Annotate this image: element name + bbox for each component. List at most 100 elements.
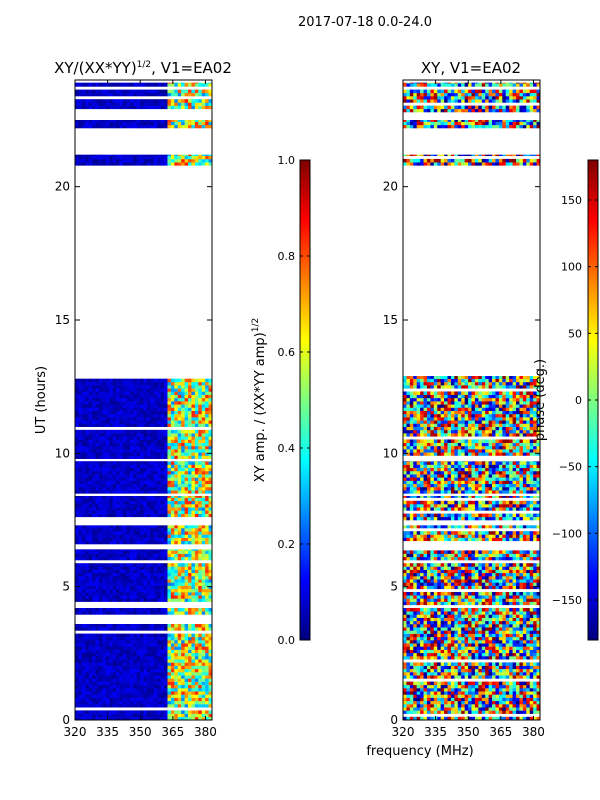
heatmap-cell <box>119 531 124 535</box>
heatmap-cell <box>505 697 510 702</box>
heatmap-cell <box>105 504 110 508</box>
heatmap-cell <box>116 436 120 440</box>
heatmap-cell <box>153 385 158 389</box>
heatmap-cell <box>167 556 172 561</box>
heatmap-cell <box>177 531 182 535</box>
heatmap-cell <box>126 534 131 538</box>
heatmap-cell <box>112 540 117 545</box>
heatmap-cell <box>85 158 90 163</box>
heatmap-cell <box>205 464 209 469</box>
heatmap-cell <box>105 461 110 465</box>
heatmap-cell <box>88 162 93 166</box>
heatmap-cell <box>88 566 93 570</box>
heatmap-cell <box>133 668 138 673</box>
heatmap-cell <box>112 429 117 434</box>
heatmap-cell <box>81 710 86 714</box>
heatmap-cell <box>164 486 168 491</box>
heatmap-cell <box>188 477 192 481</box>
heatmap-cell <box>98 525 103 529</box>
heatmap-cell <box>78 582 83 586</box>
heatmap-cell <box>205 697 209 702</box>
heatmap-cell <box>140 124 144 129</box>
heatmap-cell <box>170 92 175 97</box>
heatmap-cell <box>174 592 179 596</box>
heatmap-cell <box>167 716 172 720</box>
heatmap-cell <box>98 496 103 498</box>
heatmap-cell <box>157 576 162 580</box>
heatmap-cell <box>116 659 120 663</box>
heatmap-cell <box>205 675 209 679</box>
heatmap-cell <box>129 585 134 590</box>
heatmap-cell <box>522 688 527 692</box>
heatmap-cell <box>174 394 179 399</box>
heatmap-cell <box>205 611 209 615</box>
heatmap-cell <box>153 420 158 424</box>
heatmap-cell <box>98 716 103 720</box>
heatmap-cell <box>208 549 212 551</box>
heatmap-cell <box>153 672 158 676</box>
heatmap-cell <box>201 507 206 511</box>
heatmap-cell <box>95 490 100 494</box>
heatmap-cell <box>170 401 175 405</box>
heatmap-cell <box>201 572 206 577</box>
heatmap-cell <box>102 436 107 440</box>
heatmap-cell <box>208 120 212 122</box>
heatmap-cell <box>153 588 158 593</box>
y-tick-label: 5 <box>62 580 70 594</box>
heatmap-cell <box>184 407 189 411</box>
heatmap-cell <box>167 497 172 502</box>
heatmap-cell <box>488 681 493 686</box>
heatmap-cell <box>208 694 212 698</box>
heatmap-cell <box>181 525 185 529</box>
heatmap-cell <box>109 681 114 686</box>
heatmap-cell <box>153 407 158 411</box>
heatmap-cell <box>88 401 93 405</box>
heatmap-cell <box>126 704 131 708</box>
heatmap-cell <box>109 504 114 508</box>
heatmap-cell <box>454 668 459 673</box>
heatmap-cell <box>153 158 158 163</box>
heatmap-cell <box>95 716 100 720</box>
heatmap-cell <box>157 694 162 698</box>
heatmap-cell <box>208 588 212 593</box>
heatmap-cell <box>198 553 203 558</box>
heatmap-cell <box>174 710 179 714</box>
heatmap-cell <box>174 576 179 580</box>
heatmap-cell <box>198 684 203 689</box>
heatmap-cell <box>116 470 120 475</box>
heatmap-cell <box>198 385 203 389</box>
heatmap-cell <box>188 684 192 689</box>
heatmap-cell <box>194 681 199 686</box>
heatmap-cell <box>426 681 431 686</box>
heatmap-cell <box>146 158 151 163</box>
heatmap-cell <box>146 378 151 383</box>
heatmap-cell <box>98 442 103 447</box>
heatmap-cell <box>509 668 513 673</box>
heatmap-cell <box>160 486 165 491</box>
heatmap-cell <box>437 697 442 702</box>
heatmap-cell <box>126 675 131 679</box>
heatmap-cell <box>181 684 185 689</box>
heatmap-cell <box>78 439 83 443</box>
heatmap-cell <box>122 470 127 475</box>
heatmap-cell <box>208 442 212 447</box>
heatmap-cell <box>112 592 117 596</box>
heatmap-cell <box>116 640 120 644</box>
heatmap-cell <box>157 572 162 577</box>
heatmap-cell <box>140 588 144 593</box>
heatmap-cell <box>522 691 527 695</box>
heatmap-cell <box>426 700 431 705</box>
heatmap-cell <box>170 595 175 599</box>
heatmap-cell <box>150 391 155 395</box>
heatmap-cell <box>191 510 196 514</box>
heatmap-cell <box>102 640 107 644</box>
heatmap-cell <box>95 694 100 698</box>
heatmap-cell <box>153 710 158 714</box>
heatmap-cell <box>198 404 203 408</box>
heatmap-cell <box>78 483 83 488</box>
heatmap-cell <box>78 659 83 663</box>
heatmap-cell <box>516 668 520 673</box>
heatmap-cell <box>129 480 134 485</box>
heatmap-cell <box>143 496 148 498</box>
heatmap-cell <box>157 585 162 590</box>
